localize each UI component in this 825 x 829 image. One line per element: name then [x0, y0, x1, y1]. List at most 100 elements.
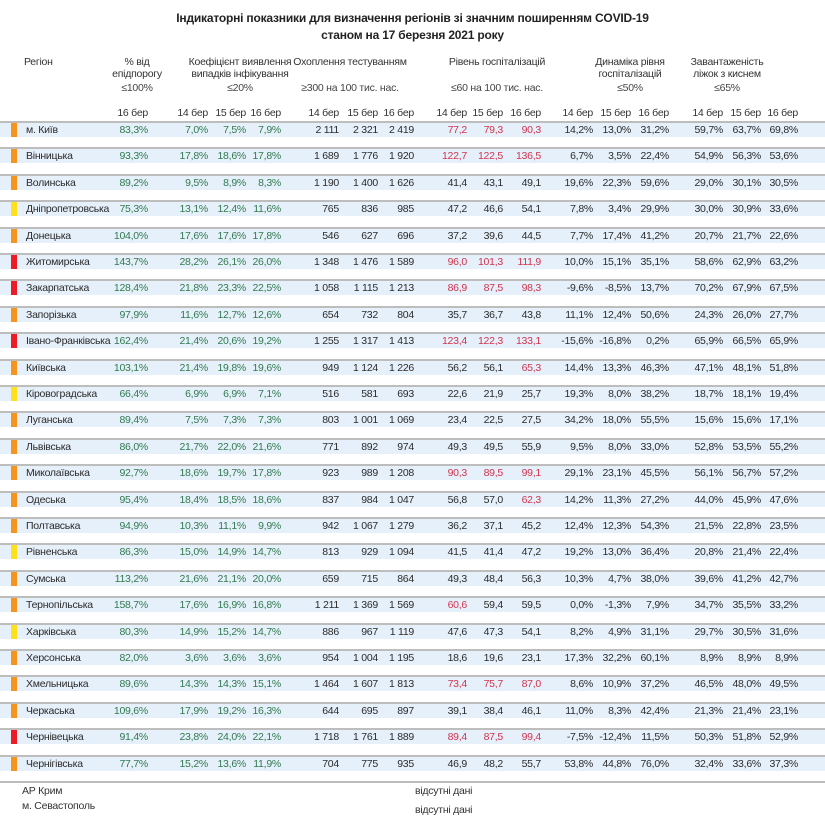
date-beds-1: 15 бер: [730, 107, 761, 119]
missing-note-1: відсутні дані: [415, 785, 473, 797]
coef-value: 22,0%: [217, 440, 246, 453]
hosp-value: 45,2: [521, 520, 542, 532]
epid-percent: 162,4%: [113, 335, 148, 348]
header-coef: Коефіцієнт виявлення випадків інфікуванн…: [170, 56, 310, 80]
beds-value: 45,9%: [732, 493, 761, 506]
hosp-value: 75,7: [483, 678, 504, 691]
dyn-value: 35,1%: [640, 256, 669, 268]
hosp-value: 57,0: [483, 493, 504, 506]
hosp-value: 41,4: [447, 176, 468, 189]
coef-value: 15,2%: [217, 625, 246, 638]
test-value: 659: [322, 572, 339, 585]
beds-value: 21,3%: [694, 704, 723, 717]
epid-percent: 66,4%: [119, 388, 148, 400]
region-name: Черкаська: [26, 704, 75, 717]
beds-value: 21,5%: [694, 520, 723, 532]
test-value: 1 211: [314, 599, 340, 612]
table-row: Чернігівська 77,7% 15,2% 13,6% 11,9% 704 775 93…: [0, 754, 825, 783]
date-hosp-1: 15 бер: [472, 107, 503, 119]
test-value: 935: [397, 757, 414, 770]
test-value: 1 208: [388, 467, 414, 480]
beds-value: 21,4%: [732, 546, 761, 559]
table-row: Сумська 113,2% 21,6% 21,1% 20,0% 659 715 864 49,…: [0, 569, 825, 598]
coef-value: 18,6%: [179, 467, 208, 480]
dyn-value: 12,4%: [602, 308, 631, 321]
epid-percent: 86,3%: [119, 546, 148, 559]
region-name: Полтавська: [26, 520, 81, 532]
table-row: Вінницька 93,3% 17,8% 18,6% 17,8% 1 689 1 776 1…: [0, 147, 825, 175]
hosp-value: 47,2: [521, 546, 542, 559]
dyn-value: 0,0%: [570, 599, 593, 612]
coef-value: 21,7%: [179, 440, 208, 453]
coef-value: 14,9%: [217, 546, 246, 559]
test-value: 804: [397, 308, 414, 321]
hosp-value: 46,1: [521, 704, 542, 717]
beds-value: 39,6%: [694, 572, 723, 585]
dyn-value: 13,3%: [602, 361, 631, 374]
dyn-value: -8,5%: [604, 282, 631, 295]
dyn-value: 31,2%: [640, 124, 669, 136]
test-value: 1 004: [352, 652, 378, 664]
beds-value: 48,0%: [732, 678, 761, 691]
dyn-value: 9,5%: [570, 440, 593, 453]
dyn-value: 8,0%: [608, 388, 631, 400]
beds-value: 19,4%: [769, 388, 798, 400]
coef-value: 22,5%: [252, 282, 281, 295]
beds-value: 30,0%: [694, 203, 723, 216]
beds-value: 51,8%: [732, 731, 761, 744]
dyn-value: 12,3%: [602, 520, 631, 532]
dyn-value: 19,6%: [564, 176, 593, 189]
hosp-value: 19,6: [483, 652, 504, 664]
dyn-value: 50,6%: [640, 308, 669, 321]
hosp-value: 49,5: [483, 440, 504, 453]
hosp-value: 65,3: [521, 361, 542, 374]
threshold-epid: ≤100%: [121, 82, 153, 94]
epid-percent: 104,0%: [113, 229, 148, 242]
table-row: Харківська 80,3% 14,9% 15,2% 14,7% 886 967 1 11…: [0, 622, 825, 651]
hosp-value: 111,9: [517, 256, 542, 268]
hosp-value: 27,5: [521, 414, 542, 427]
risk-level-marker: [11, 175, 17, 190]
coef-value: 6,9%: [185, 388, 208, 400]
table-row: Волинська 89,2% 9,5% 8,9% 8,3% 1 190 1 400 1 62…: [0, 173, 825, 202]
beds-value: 20,8%: [694, 546, 723, 559]
dyn-value: 12,4%: [564, 520, 593, 532]
hosp-value: 122,5: [477, 150, 503, 163]
beds-value: 20,7%: [694, 229, 723, 242]
coef-value: 11,6%: [253, 203, 281, 216]
coef-value: 24,0%: [217, 731, 246, 744]
beds-value: 44,0%: [694, 493, 723, 506]
test-value: 1 195: [388, 652, 414, 664]
hosp-value: 48,2: [483, 757, 504, 770]
epid-percent: 97,9%: [119, 308, 148, 321]
dyn-value: 7,7%: [570, 229, 593, 242]
date-beds-0: 14 бер: [692, 107, 723, 119]
row-band: [0, 307, 825, 322]
coef-value: 7,1%: [258, 388, 281, 400]
test-value: 1 464: [313, 678, 339, 691]
beds-value: 18,1%: [732, 388, 761, 400]
test-value: 1 889: [388, 731, 414, 744]
coef-value: 3,6%: [223, 652, 246, 664]
hosp-value: 22,6: [447, 388, 468, 400]
beds-value: 56,7%: [732, 467, 761, 480]
header-dyn-line1: Динаміка рівня: [595, 56, 665, 68]
coef-value: 17,8%: [252, 229, 281, 242]
risk-level-marker: [11, 439, 17, 454]
dyn-value: 11,5%: [641, 731, 669, 744]
header-epid: % від епідпорогу: [97, 56, 177, 80]
epid-percent: 92,7%: [119, 467, 148, 480]
test-value: 1 094: [388, 546, 414, 559]
risk-level-marker: [11, 123, 17, 137]
epid-percent: 128,4%: [113, 282, 148, 295]
risk-level-marker: [11, 281, 17, 296]
region-name: Житомирська: [26, 256, 90, 268]
row-band: [0, 123, 825, 137]
hosp-value: 43,1: [483, 176, 504, 189]
risk-level-marker: [11, 703, 17, 718]
beds-value: 48,1%: [732, 361, 761, 374]
beds-value: 30,5%: [732, 625, 761, 638]
region-name: Чернівецька: [26, 731, 84, 744]
dyn-value: 17,3%: [564, 652, 593, 664]
dyn-value: 33,0%: [640, 440, 669, 453]
